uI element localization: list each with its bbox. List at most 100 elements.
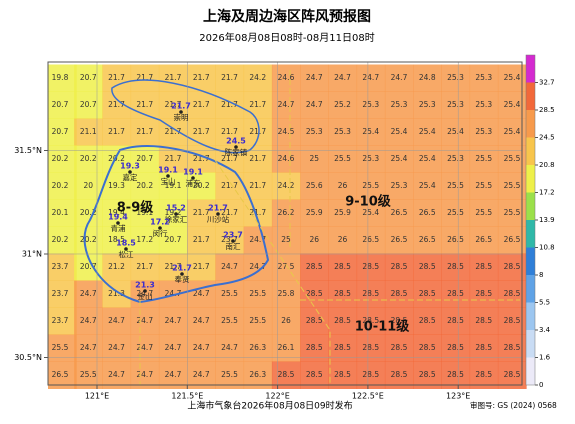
grid-value: 21.1: [80, 127, 97, 136]
grid-value: 25.8: [278, 289, 295, 298]
grid-value: 28.5: [362, 370, 379, 379]
grid-value: 20.2: [52, 154, 69, 163]
map-frame: [47, 61, 523, 386]
grid-cell: [271, 226, 301, 254]
grid-value: 23.7: [52, 262, 69, 271]
grid-value: 28.5: [419, 370, 436, 379]
grid-value: 25.3: [306, 127, 323, 136]
grid-value: 25.5: [334, 154, 351, 163]
grid-value: 28.5: [362, 289, 379, 298]
grid-value: 17.2: [136, 235, 153, 244]
grid-cell: [74, 226, 103, 254]
grid-value: 21.7: [249, 154, 266, 163]
grid-value: 26.5: [391, 235, 408, 244]
grid-cell: [243, 307, 273, 335]
grid-cell: [384, 199, 414, 227]
grid-cell: [469, 253, 499, 281]
grid-cell: [243, 280, 273, 308]
grid-value: 21.7: [193, 100, 210, 109]
grid-value: 28.5: [475, 262, 492, 271]
grid-value: 28.5: [334, 370, 351, 379]
chongming-outline: [111, 79, 260, 154]
grid-value: 21.7: [108, 100, 125, 109]
grid-cell: [413, 145, 442, 173]
grid-value: 23.7: [52, 289, 69, 298]
grid-value: 25.3: [447, 100, 464, 109]
grid-cell: [48, 91, 77, 119]
grid-value: 28.5: [391, 262, 408, 271]
grid-value: 28.5: [504, 343, 521, 352]
grid-cell: [48, 199, 77, 227]
grid-cell: [74, 118, 103, 146]
grid-value: 25.6: [306, 181, 323, 190]
grid-value: 28.5: [504, 370, 521, 379]
grid-cell: [356, 91, 386, 119]
grid-cell: [384, 91, 414, 119]
grid-value: 25.3: [419, 100, 436, 109]
grid-cell: [300, 91, 329, 119]
grid-cell: [356, 145, 386, 173]
station-dot: [116, 221, 120, 225]
grid-value: 26.3: [249, 370, 266, 379]
grid-cell: [356, 118, 386, 146]
station-value: 19.4: [108, 213, 128, 222]
level-label: 10-11级: [355, 319, 411, 335]
grid-value: 25.3: [391, 100, 408, 109]
grid-value: 21.7: [136, 73, 153, 82]
grid-value: 28.5: [391, 370, 408, 379]
grid-value: 25.5: [52, 343, 69, 352]
level-label: 9-10级: [345, 194, 392, 210]
grid-value: 24.7: [193, 343, 210, 352]
grid-value: 24.7: [193, 370, 210, 379]
grid-cell: [356, 172, 386, 200]
grid-value: 25.5: [475, 154, 492, 163]
station-name: 浦东: [186, 178, 201, 188]
grid-value: 24.7: [108, 370, 125, 379]
grid-cell: [271, 361, 301, 389]
grid-cell: [384, 361, 414, 389]
colorbar-tick-label: 10.8: [539, 244, 555, 252]
grid-value: 21.7: [221, 73, 238, 82]
grid-value: 25.4: [419, 154, 436, 163]
grid-cell: [271, 307, 301, 335]
colorbar-tick-label: 5.5: [539, 299, 550, 307]
colorbar-segment: [526, 165, 535, 193]
title: 上海及周边海区阵风预报图: [203, 8, 371, 25]
grid-value: 21.7: [165, 73, 182, 82]
grid-cell: [300, 361, 329, 389]
grid-cell: [356, 226, 386, 254]
grid-cell: [215, 199, 245, 227]
grid-value: 19.4: [108, 208, 125, 217]
station-dot: [231, 239, 235, 243]
grid-value: 25.5: [249, 316, 266, 325]
grid-value: 20.7: [136, 154, 153, 163]
grid-value: 23.7: [52, 316, 69, 325]
grid-cell: [413, 172, 442, 200]
grid-value: 25: [281, 235, 291, 244]
grid-value: 19.8: [52, 73, 69, 82]
grid-value: 20.7: [165, 235, 182, 244]
grid-value: 28.5: [391, 343, 408, 352]
grid-value: 28.5: [447, 289, 464, 298]
grid-value: 21.7: [165, 154, 182, 163]
grid-value: 20: [83, 181, 93, 190]
grid-value: 21.7: [165, 127, 182, 136]
station-value: 19.1: [158, 166, 178, 175]
colorbar-tick-label: 3.4: [539, 326, 551, 334]
grid-value: 25.3: [362, 154, 379, 163]
grid-value: 20.2: [108, 154, 125, 163]
grid-cell: [187, 307, 216, 335]
grid-value: 20.2: [193, 181, 210, 190]
grid-cell: [130, 145, 160, 173]
grid-cell: [469, 64, 499, 92]
grid-value: 20.1: [52, 208, 69, 217]
grid-cell: [328, 118, 358, 146]
grid-cell: [102, 307, 132, 335]
grid-value: 25.5: [221, 370, 238, 379]
station-value: 24.5: [226, 137, 246, 146]
station-value: 21.7: [172, 264, 192, 273]
grid-value: 26.5: [504, 235, 521, 244]
grid-cell: [413, 253, 442, 281]
grid-value: 19.2: [165, 208, 182, 217]
colorbar-segment: [526, 137, 535, 165]
